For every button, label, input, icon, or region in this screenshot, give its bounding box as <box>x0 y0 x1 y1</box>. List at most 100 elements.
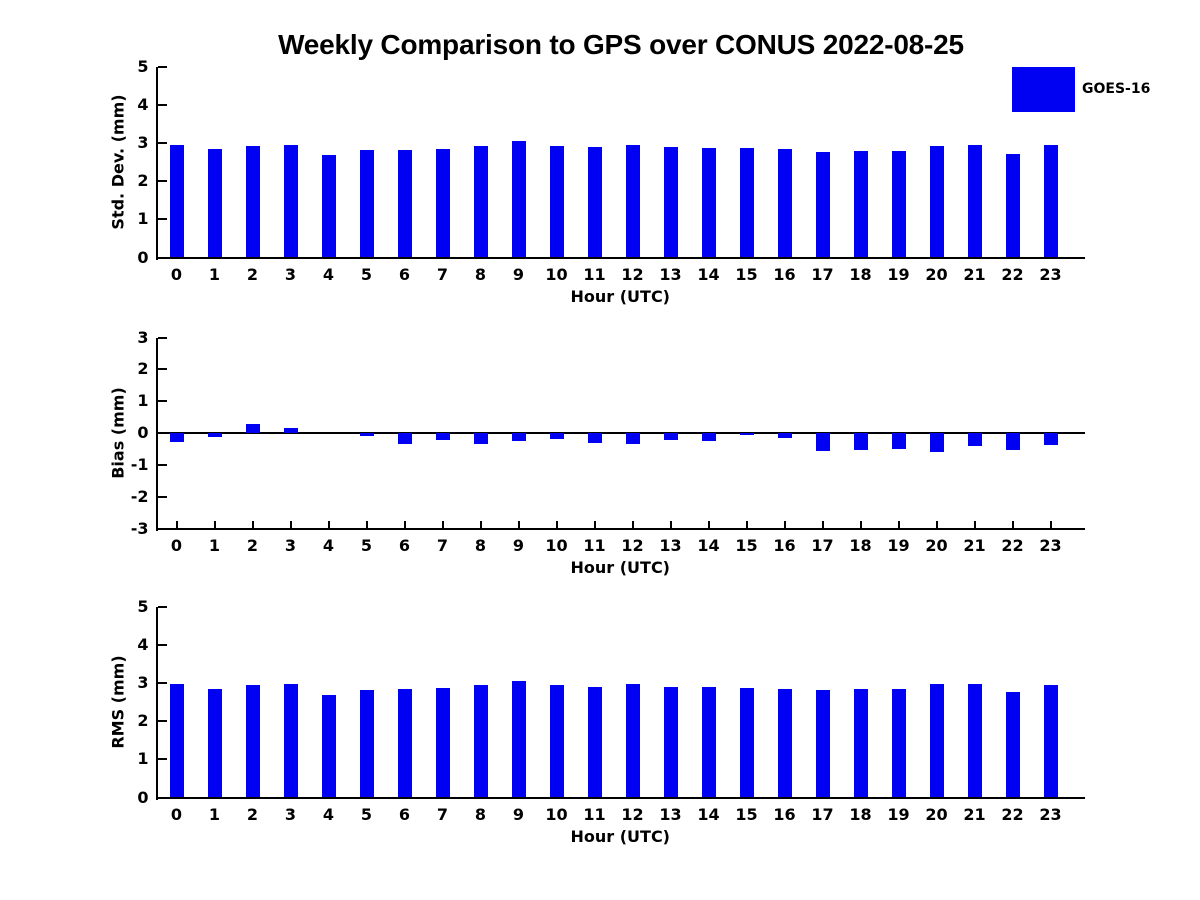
y-tick-label: 0 <box>137 423 149 442</box>
y-tick-label: 2 <box>137 711 149 731</box>
bar-hour-3 <box>283 684 298 798</box>
bar-hour-1 <box>207 688 222 798</box>
bar-hour-11 <box>587 147 602 258</box>
bar-hour-14 <box>701 147 716 258</box>
x-tick-label: 15 <box>735 264 758 284</box>
x-tick-label: 11 <box>583 535 606 555</box>
bar-hour-10 <box>549 685 564 798</box>
bar-hour-8 <box>473 433 488 445</box>
y-tick-label: 5 <box>137 57 149 76</box>
x-tick-label: 9 <box>512 535 525 555</box>
bar-hour-18 <box>853 689 868 798</box>
x-tick <box>935 520 938 528</box>
bar-hour-10 <box>549 145 564 258</box>
bar-hour-19 <box>891 150 906 258</box>
bar-hour-7 <box>435 148 450 258</box>
x-tick-label: 19 <box>887 264 910 284</box>
y-tick <box>157 644 167 647</box>
x-tick-label: 17 <box>811 804 834 824</box>
bar-hour-19 <box>891 433 906 449</box>
legend-label-goes16: GOES-16 <box>1082 81 1151 97</box>
x-tick-label: 21 <box>963 804 986 824</box>
x-tick-label: 14 <box>697 264 720 284</box>
x-tick-label: 21 <box>963 535 986 555</box>
bar-hour-6 <box>397 689 412 798</box>
x-tick-label: 9 <box>512 804 525 824</box>
bar-hour-5 <box>359 433 374 437</box>
x-axis-line <box>155 256 1085 259</box>
bar-hour-13 <box>663 687 678 798</box>
y-tick-label: 1 <box>137 391 149 411</box>
x-tick-label: 5 <box>360 804 373 824</box>
x-tick-label: 22 <box>1001 535 1024 555</box>
x-tick <box>555 520 558 528</box>
x-tick-label: 5 <box>360 535 373 555</box>
bar-hour-3 <box>283 427 298 433</box>
chart-title: Weekly Comparison to GPS over CONUS 2022… <box>278 29 964 60</box>
x-tick-label: 10 <box>545 804 568 824</box>
x-tick-label: 18 <box>849 535 872 555</box>
x-tick-label: 6 <box>398 264 411 284</box>
x-tick <box>365 520 368 528</box>
x-tick <box>403 520 406 528</box>
bar-hour-9 <box>511 433 526 441</box>
y-tick-label: 0 <box>137 787 149 807</box>
y-tick-label: -2 <box>130 486 149 506</box>
x-tick <box>213 520 216 528</box>
y-tick <box>157 256 167 259</box>
y-tick <box>157 142 167 145</box>
y-axis-line <box>155 67 158 260</box>
x-axis-label-rms: Hour (UTC) <box>570 826 670 846</box>
x-tick-label: 20 <box>925 264 948 284</box>
zero-line <box>155 432 1085 434</box>
x-tick-label: 23 <box>1039 804 1062 824</box>
y-tick-label: 4 <box>137 635 149 655</box>
y-tick <box>157 336 167 339</box>
x-tick-label: 16 <box>773 264 796 284</box>
x-axis-label-std-dev: Hour (UTC) <box>570 286 670 306</box>
x-tick-label: 4 <box>322 804 335 824</box>
bar-hour-20 <box>929 145 944 258</box>
bar-hour-12 <box>625 684 640 798</box>
bar-hour-3 <box>283 144 298 258</box>
bar-hour-7 <box>435 433 450 441</box>
bar-hour-6 <box>397 149 412 258</box>
bar-hour-18 <box>853 433 868 450</box>
x-axis-line <box>155 796 1085 799</box>
x-tick-label: 17 <box>811 264 834 284</box>
bar-hour-13 <box>663 147 678 258</box>
y-tick <box>157 796 167 799</box>
y-tick-label: 1 <box>137 209 149 229</box>
bar-hour-8 <box>473 685 488 798</box>
x-tick-label: 14 <box>697 804 720 824</box>
bar-hour-22 <box>1005 433 1020 450</box>
x-tick-label: 22 <box>1001 804 1024 824</box>
x-tick-label: 2 <box>246 535 259 555</box>
y-axis-line <box>155 337 158 531</box>
bar-hour-20 <box>929 683 944 798</box>
bar-hour-17 <box>815 433 830 451</box>
y-tick-label: -1 <box>130 454 149 474</box>
bar-hour-4 <box>321 694 336 798</box>
x-tick-label: 1 <box>208 264 221 284</box>
x-tick-label: 5 <box>360 264 373 284</box>
x-tick <box>821 520 824 528</box>
bar-hour-9 <box>511 141 526 258</box>
x-tick-label: 22 <box>1001 264 1024 284</box>
x-tick <box>631 520 634 528</box>
y-tick-label: 3 <box>137 327 149 347</box>
bar-hour-21 <box>967 433 982 447</box>
x-tick-label: 8 <box>474 535 487 555</box>
y-tick <box>157 218 167 221</box>
bar-hour-12 <box>625 433 640 445</box>
bar-hour-22 <box>1005 692 1020 798</box>
x-tick-label: 17 <box>811 535 834 555</box>
bar-hour-7 <box>435 688 450 798</box>
y-tick <box>157 527 167 530</box>
bar-hour-16 <box>777 149 792 258</box>
x-tick-label: 20 <box>925 535 948 555</box>
x-tick-label: 11 <box>583 804 606 824</box>
x-tick-label: 0 <box>170 535 183 555</box>
bar-hour-4 <box>321 154 336 258</box>
y-tick-label: 4 <box>137 95 149 115</box>
